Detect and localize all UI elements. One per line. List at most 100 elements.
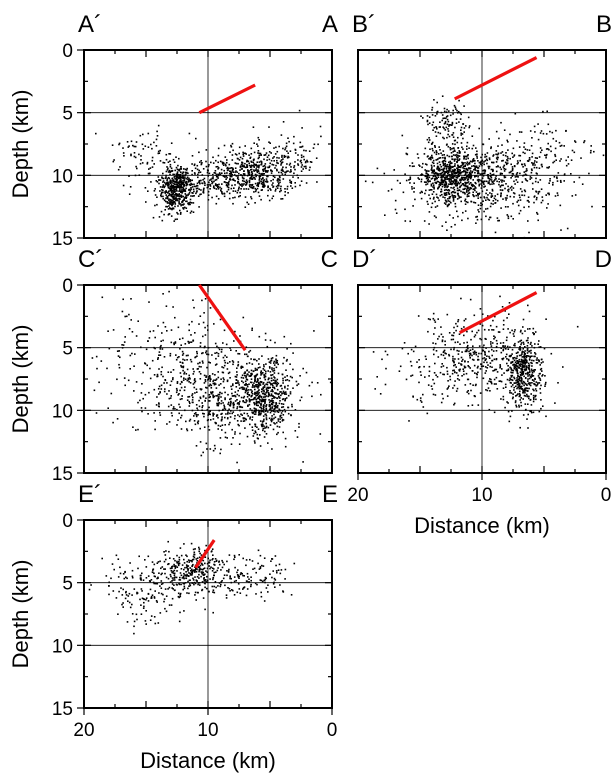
hypocenter-point — [537, 343, 539, 345]
hypocenter-point — [478, 165, 481, 167]
hypocenter-point — [512, 364, 514, 366]
hypocenter-point — [422, 406, 425, 408]
hypocenter-point — [264, 154, 267, 156]
hypocenter-point — [528, 157, 531, 159]
y-tick-label: 0 — [62, 276, 73, 297]
hypocenter-point — [245, 383, 247, 386]
hypocenter-point — [196, 182, 199, 185]
hypocenter-point — [278, 395, 280, 398]
hypocenter-point — [408, 179, 410, 181]
hypocenter-point — [437, 318, 439, 320]
hypocenter-point — [444, 196, 446, 199]
hypocenter-point — [523, 206, 525, 209]
hypocenter-point — [201, 352, 203, 355]
hypocenter-point — [233, 403, 235, 406]
hypocenter-point — [209, 179, 211, 181]
hypocenter-point — [192, 202, 195, 204]
hypocenter-point — [535, 398, 537, 401]
hypocenter-point — [406, 147, 409, 149]
hypocenter-point — [512, 333, 515, 335]
hypocenter-point — [532, 332, 534, 334]
hypocenter-point — [426, 200, 429, 203]
hypocenter-point — [512, 357, 514, 359]
hypocenter-point — [272, 384, 274, 387]
hypocenter-point — [449, 167, 452, 170]
hypocenter-point — [469, 349, 472, 351]
hypocenter-point — [441, 171, 444, 174]
hypocenter-point — [560, 229, 562, 231]
hypocenter-point — [195, 415, 198, 418]
hypocenter-point — [456, 177, 459, 179]
hypocenter-point — [223, 386, 225, 389]
hypocenter-point — [176, 178, 178, 180]
hypocenter-point — [554, 147, 557, 150]
hypocenter-point — [132, 144, 134, 147]
hypocenter-point — [162, 177, 165, 180]
hypocenter-point — [431, 166, 433, 168]
hypocenter-point — [249, 418, 251, 420]
hypocenter-point — [498, 178, 500, 180]
hypocenter-point — [244, 374, 246, 377]
hypocenter-point — [486, 367, 489, 369]
hypocenter-point — [176, 218, 178, 220]
hypocenter-point — [527, 403, 529, 405]
hypocenter-point — [175, 189, 178, 191]
hypocenter-point — [441, 154, 444, 156]
hypocenter-point — [466, 175, 469, 178]
hypocenter-point — [185, 196, 188, 198]
hypocenter-point — [257, 150, 260, 152]
hypocenter-point — [184, 189, 186, 191]
hypocenter-point — [208, 172, 211, 175]
hypocenter-point — [232, 149, 234, 152]
hypocenter-point — [452, 170, 455, 172]
hypocenter-point — [528, 310, 531, 313]
hypocenter-point — [272, 185, 275, 188]
hypocenter-point — [176, 171, 179, 173]
hypocenter-point — [478, 179, 481, 181]
hypocenter-point — [232, 197, 234, 199]
hypocenter-point — [284, 445, 287, 448]
hypocenter-point — [475, 187, 477, 189]
hypocenter-point — [202, 451, 204, 454]
hypocenter-point — [444, 165, 446, 168]
hypocenter-point — [428, 139, 431, 141]
hypocenter-point — [523, 394, 526, 397]
hypocenter-point — [274, 379, 276, 382]
hypocenter-point — [218, 393, 221, 396]
hypocenter-point — [279, 391, 281, 393]
hypocenter-point — [466, 341, 468, 344]
hypocenter-point — [282, 147, 284, 150]
hypocenter-point — [198, 371, 201, 373]
hypocenter-point — [495, 376, 498, 379]
hypocenter-point — [522, 348, 524, 350]
hypocenter-point — [454, 154, 457, 157]
hypocenter-point — [452, 200, 455, 202]
hypocenter-point — [253, 191, 255, 193]
hypocenter-point — [590, 149, 592, 152]
hypocenter-point — [255, 175, 257, 178]
hypocenter-point — [238, 403, 240, 406]
hypocenter-point — [273, 369, 276, 372]
hypocenter-point — [515, 369, 518, 372]
hypocenter-point — [521, 379, 523, 381]
hypocenter-point — [199, 388, 202, 390]
hypocenter-point — [521, 353, 523, 355]
hypocenter-point — [556, 176, 558, 178]
hypocenter-point — [252, 186, 255, 188]
hypocenter-point — [275, 146, 277, 149]
hypocenter-point — [303, 149, 305, 152]
hypocenter-point — [312, 147, 315, 149]
hypocenter-point — [217, 393, 220, 396]
hypocenter-point — [260, 163, 263, 165]
hypocenter-point — [448, 196, 451, 198]
hypocenter-point — [438, 157, 441, 159]
hypocenter-point — [235, 376, 238, 378]
hypocenter-point — [223, 404, 225, 407]
hypocenter-point — [259, 434, 261, 436]
hypocenter-point — [278, 392, 280, 395]
fault-trace-line — [198, 284, 247, 352]
hypocenter-point — [444, 340, 446, 343]
hypocenter-point — [462, 171, 464, 173]
hypocenter-point — [156, 196, 158, 198]
hypocenter-point — [451, 147, 453, 150]
